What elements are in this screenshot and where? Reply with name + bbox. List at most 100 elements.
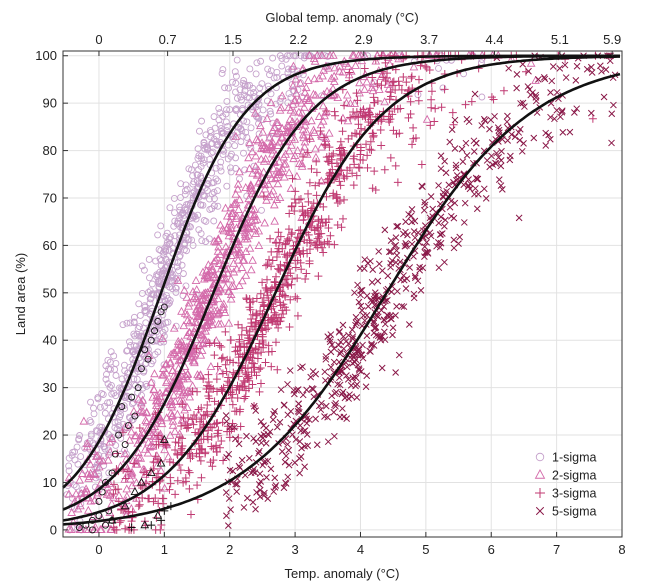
data-point (142, 359, 150, 367)
data-point (166, 473, 175, 482)
data-point (184, 327, 194, 336)
data-point (176, 466, 185, 475)
data-point (216, 163, 224, 171)
data-point (105, 437, 115, 446)
data-point (437, 213, 445, 221)
data-point (225, 427, 234, 436)
data-point (350, 152, 359, 161)
data-point (123, 319, 131, 327)
data-point (249, 498, 257, 506)
data-point (407, 72, 416, 81)
data-point (278, 163, 287, 172)
data-point (185, 468, 194, 477)
data-point (281, 240, 290, 249)
data-point (234, 280, 244, 289)
data-point (267, 347, 276, 356)
data-point (417, 287, 425, 294)
data-point (273, 365, 282, 374)
data-point (104, 356, 112, 364)
data-point (109, 492, 118, 501)
data-point (390, 104, 399, 113)
data-point (227, 281, 236, 290)
data-point (270, 74, 278, 82)
data-point (205, 339, 214, 348)
data-point (255, 121, 265, 130)
data-point (183, 315, 192, 324)
top-tick-label: 3.7 (420, 32, 438, 47)
data-point (71, 489, 81, 498)
data-point (250, 363, 259, 372)
data-point (226, 294, 236, 303)
data-point (167, 233, 175, 241)
data-point (363, 163, 372, 172)
data-point (417, 160, 426, 169)
data-point (290, 52, 298, 60)
data-point (357, 302, 365, 310)
data-point (216, 319, 226, 328)
data-point (273, 317, 282, 326)
data-point (259, 340, 268, 349)
data-point (367, 83, 377, 92)
data-point (410, 290, 418, 298)
data-point (393, 178, 402, 187)
data-point (471, 190, 478, 198)
data-point (253, 178, 263, 187)
data-point (374, 277, 382, 285)
highlight-point (146, 468, 156, 477)
data-point (541, 75, 549, 83)
data-point (218, 129, 226, 137)
data-point (219, 151, 227, 158)
data-point (135, 500, 144, 509)
data-point (224, 318, 234, 327)
data-point (178, 434, 187, 443)
data-point (224, 141, 232, 149)
data-point (170, 396, 180, 405)
data-point (261, 358, 270, 367)
data-point (333, 198, 342, 207)
data-point (252, 407, 260, 414)
top-tick-label: 4.4 (485, 32, 503, 47)
data-point (330, 358, 338, 366)
data-point (336, 137, 345, 146)
data-point (497, 182, 505, 189)
highlight-point (138, 365, 145, 373)
data-point (202, 304, 212, 313)
data-point (301, 275, 310, 284)
data-point (269, 164, 279, 173)
data-point (289, 61, 298, 70)
data-point (138, 395, 148, 404)
data-point (248, 353, 257, 362)
data-point (190, 358, 199, 367)
data-point (194, 171, 202, 179)
data-point (293, 274, 302, 283)
data-point (104, 380, 112, 388)
data-point (309, 385, 317, 393)
highlight-point (124, 422, 132, 430)
data-point (68, 451, 76, 459)
data-point (295, 195, 304, 204)
data-point (251, 151, 261, 160)
data-point (236, 405, 245, 414)
data-point (389, 126, 398, 135)
data-point (192, 215, 200, 223)
data-point (130, 431, 140, 440)
data-point (242, 326, 251, 335)
data-point (524, 83, 532, 90)
data-point (84, 473, 93, 482)
data-point (330, 63, 340, 72)
data-point (397, 85, 406, 94)
data-point (332, 400, 340, 407)
data-point (314, 73, 324, 82)
data-point (424, 249, 431, 256)
data-point (340, 195, 349, 204)
data-point (96, 403, 104, 411)
data-point (365, 145, 374, 154)
data-point (232, 435, 239, 443)
data-point (179, 270, 187, 278)
top-tick-label: 0.7 (159, 32, 177, 47)
data-point (149, 497, 158, 506)
data-point (317, 142, 326, 151)
data-point (216, 220, 225, 229)
legend-marker (535, 506, 545, 516)
data-point (408, 218, 416, 226)
